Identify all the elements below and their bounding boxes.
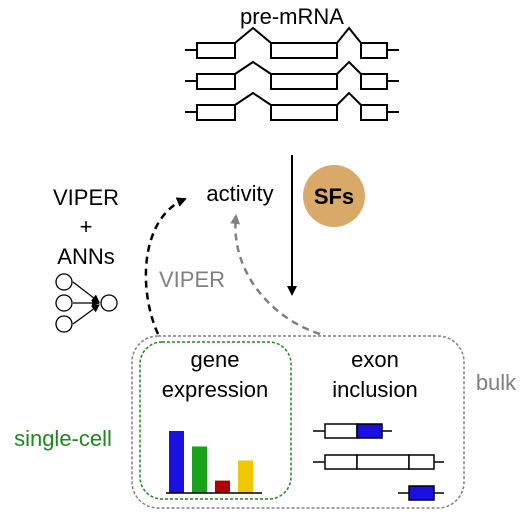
bar-3	[215, 480, 230, 493]
viper-ann-label-line2: +	[80, 214, 93, 239]
viper-ann-to-activity-arrow	[144, 197, 187, 335]
transcript-1	[185, 26, 399, 59]
gene-expression-label-line2: expression	[162, 377, 268, 402]
gene-expression-bar-chart	[166, 431, 262, 494]
sfs-node: SFs	[303, 165, 365, 227]
viper-ann-label-line3: ANNs	[57, 244, 114, 269]
exon-transcript-3	[398, 485, 444, 501]
transcript-3	[185, 91, 399, 121]
bar-4	[238, 460, 253, 493]
bar-1	[169, 431, 184, 493]
viper-ann-label-line1: VIPER	[53, 185, 119, 210]
neural-network-icon	[55, 273, 118, 333]
exon-inclusion-label-line1: exon	[351, 347, 399, 372]
exon-transcript-2	[313, 454, 444, 470]
bulk-label: bulk	[476, 370, 517, 395]
activity-label: activity	[206, 181, 273, 206]
single-cell-label: single-cell	[14, 426, 112, 451]
exon-transcript-1	[313, 423, 392, 439]
title-pre-mrna: pre-mRNA	[240, 4, 344, 29]
single-cell-box	[139, 341, 292, 500]
transcript-2	[185, 60, 399, 90]
sfs-circle	[303, 165, 365, 227]
viper-label: VIPER	[159, 267, 225, 292]
exon-inclusion-label-line2: inclusion	[332, 377, 418, 402]
bulk-box	[131, 335, 465, 509]
bar-2	[192, 446, 207, 493]
gene-expression-label-line1: gene	[191, 347, 240, 372]
sfs-label: SFs	[314, 184, 354, 209]
exon-inclusion-transcripts	[313, 423, 444, 501]
viper-to-activity-arrow	[230, 214, 321, 336]
pre-mrna-transcripts	[185, 26, 399, 121]
